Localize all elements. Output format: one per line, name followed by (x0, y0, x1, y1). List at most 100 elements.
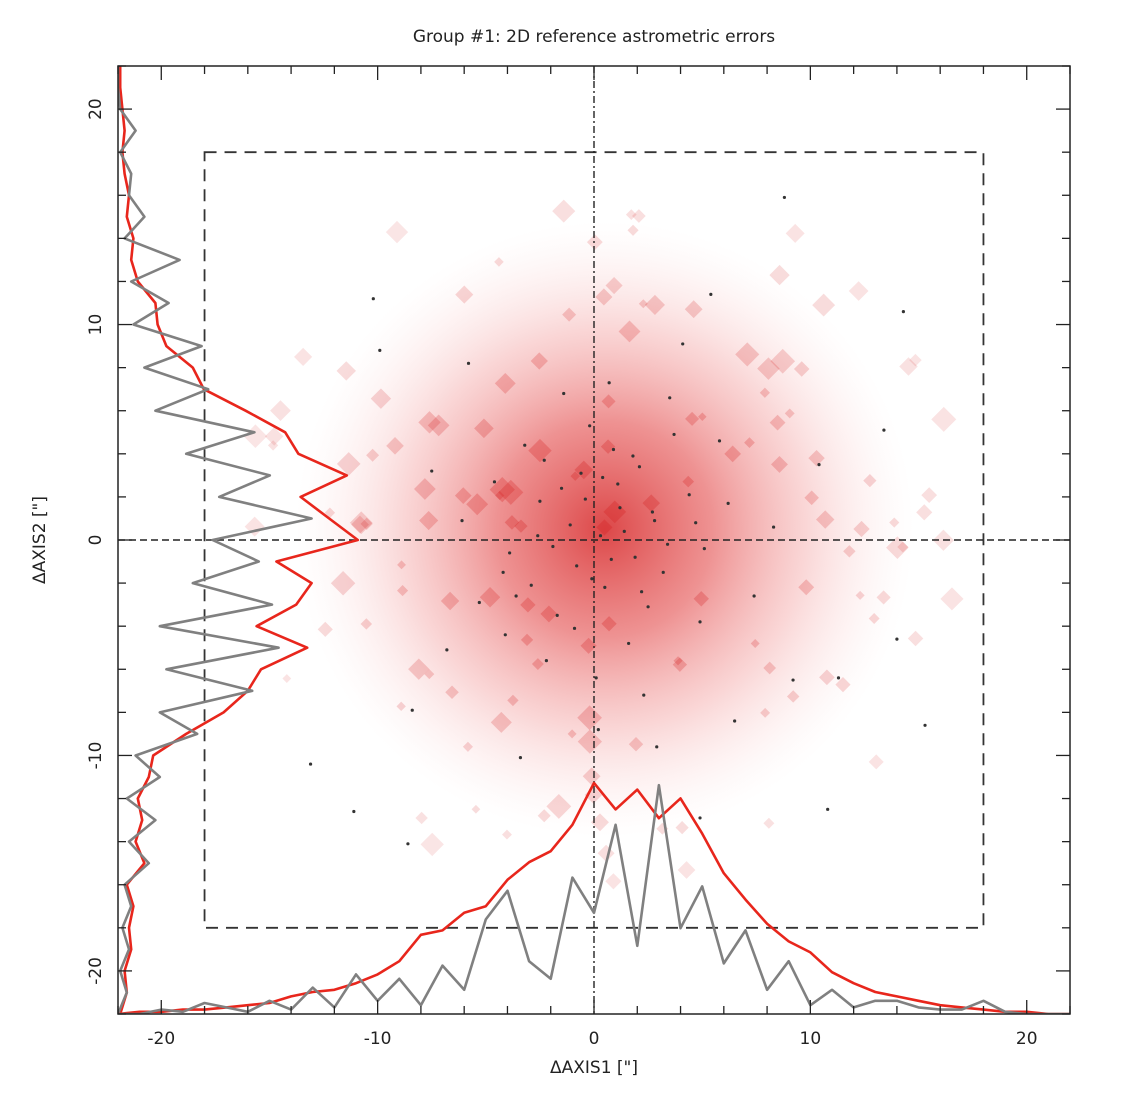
scatter-point (607, 381, 611, 385)
scatter-point (642, 693, 646, 697)
x-profile-gray (118, 783, 1070, 1014)
density-patch (418, 411, 441, 434)
density-patch (514, 519, 528, 533)
density-patch (682, 475, 695, 488)
y-tick-label: 20 (86, 98, 106, 120)
density-patch (632, 209, 646, 223)
scatter-point (882, 428, 886, 432)
density-patch (786, 690, 800, 703)
scatter-point (536, 534, 540, 538)
x-tick-label: 10 (800, 1029, 822, 1049)
density-patch (336, 452, 361, 476)
x-tick-label: -10 (364, 1029, 392, 1049)
y-tick-label: 10 (86, 314, 106, 336)
scatter-point (575, 564, 579, 568)
scatter-point (923, 723, 927, 727)
ticks-layer (117, 65, 1071, 1015)
density-patch (863, 474, 877, 488)
density-patch (267, 440, 279, 451)
scatter-point (378, 348, 382, 352)
scatter-point (652, 519, 657, 523)
scatter-point (477, 600, 481, 605)
scatter-point (430, 469, 434, 473)
scatter-point (410, 708, 414, 712)
scatter-point (836, 676, 841, 680)
scatter-point (618, 506, 622, 510)
density-patch (735, 342, 760, 367)
scatter-point (559, 486, 564, 490)
density-patch (763, 817, 775, 829)
density-patch (455, 285, 474, 304)
density-patch (596, 519, 613, 536)
scatter-point (771, 525, 776, 529)
density-patch (445, 685, 459, 700)
scatter-point (826, 807, 830, 811)
density-patch (940, 587, 964, 611)
lines-layer (118, 66, 1070, 1014)
scatter-point (529, 583, 533, 587)
density-patch (507, 694, 519, 707)
scatter-point (603, 585, 607, 590)
density-patch (427, 414, 450, 437)
scatter-point (661, 570, 665, 574)
scatter-point (726, 501, 730, 505)
density-patch (771, 455, 788, 473)
scatter-point (702, 547, 706, 551)
scatter-layer (308, 195, 927, 846)
density-patch (528, 438, 552, 463)
y-tick-label: 0 (86, 535, 106, 546)
density-patch (454, 487, 472, 504)
scatter-point (555, 613, 559, 618)
density-patch (798, 579, 815, 596)
scatter-point (650, 510, 655, 514)
density-patch (916, 504, 933, 521)
density-patch (591, 813, 609, 832)
density-patch (462, 741, 473, 752)
density-patch (567, 729, 577, 739)
scatter-point (895, 637, 899, 641)
density-patch (385, 220, 409, 244)
y-tick-label: -10 (86, 742, 106, 770)
scatter-point (492, 480, 497, 484)
scatter-point (646, 605, 650, 609)
scatter-point (352, 809, 356, 814)
density-patch (414, 478, 436, 500)
density-patch (698, 412, 707, 422)
scatter-point (551, 544, 555, 549)
scatter-point (445, 648, 449, 652)
density-patch (835, 677, 851, 693)
density-patch (785, 223, 805, 243)
x-axis-label: ΔAXIS1 ["] (550, 1058, 638, 1078)
scatter-point (523, 443, 527, 447)
density-patch (386, 436, 404, 455)
density-patch (520, 597, 536, 613)
density-patch (595, 288, 613, 306)
scatter-point (752, 594, 756, 598)
x-tick-labels: -20 -10 0 10 20 (147, 1029, 1037, 1049)
density-patch (784, 408, 795, 419)
y-profile-gray (118, 66, 313, 1014)
scatter-point (687, 493, 691, 497)
scatter-point (596, 728, 600, 732)
density-patch (504, 515, 520, 530)
density-patch (582, 767, 601, 786)
y-tick-label: -20 (86, 957, 106, 985)
density-patch (531, 658, 544, 670)
histogram-layer (118, 66, 1070, 1014)
scatter-point (681, 342, 685, 346)
scatter-point (601, 475, 605, 480)
scatter-point (698, 620, 702, 624)
density-patch (605, 277, 623, 295)
scatter-point (501, 570, 505, 574)
density-cloud (295, 221, 915, 838)
density-patch (466, 493, 489, 516)
density-patch (899, 357, 918, 376)
density-patch (317, 621, 333, 637)
scatter-point (717, 439, 722, 443)
scatter-point (791, 678, 795, 682)
density-patch (546, 793, 572, 819)
scatter-point (542, 458, 546, 462)
y-axis-label: ΔAXIS2 ["] (30, 496, 50, 584)
density-patch (750, 639, 760, 648)
